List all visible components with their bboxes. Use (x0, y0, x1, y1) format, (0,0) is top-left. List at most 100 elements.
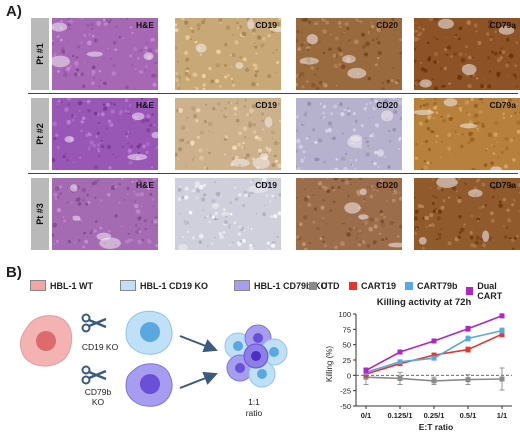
tissue-speck (341, 178, 345, 183)
tissue-speck (478, 206, 482, 210)
tissue-speck (183, 220, 188, 226)
tissue-speck (71, 119, 75, 122)
tile-pt2-cd79a: CD79a (414, 98, 520, 170)
tissue-speck (391, 198, 396, 203)
tissue-speck (454, 36, 457, 39)
row-label-text: Pt #2 (35, 123, 45, 145)
tissue-speck (177, 197, 182, 201)
tissue-speck (437, 61, 439, 63)
tissue-speck (72, 161, 75, 163)
tissue-speck (468, 131, 473, 137)
tissue-speck (151, 166, 154, 169)
tissue-speck (199, 155, 204, 161)
tissue-speck (78, 101, 83, 106)
tissue-speck (414, 59, 417, 63)
tissue-speck (52, 233, 55, 238)
tissue-speck (333, 104, 338, 109)
tissue-speck (498, 203, 503, 208)
tissue-speck (322, 104, 327, 109)
tissue-speck (473, 23, 478, 27)
tissue-speck (315, 86, 320, 90)
tissue-speck (381, 223, 387, 228)
tissue-speck (126, 110, 130, 114)
tissue-speck (211, 131, 214, 133)
tissue-lumen (127, 153, 148, 161)
tissue-speck (334, 245, 338, 249)
tissue-speck (496, 58, 502, 63)
tissue-speck (80, 41, 83, 44)
tissue-speck (181, 18, 185, 20)
tissue-image (414, 178, 520, 250)
tissue-speck (393, 190, 398, 195)
tissue-speck (383, 156, 386, 158)
tissue-speck (439, 205, 445, 211)
tissue-speck (336, 66, 338, 69)
tissue-speck (429, 213, 434, 218)
tissue-speck (134, 224, 138, 227)
tissue-speck (342, 132, 344, 135)
tissue-speck (383, 101, 388, 106)
tissue-speck (331, 186, 335, 190)
tissue-speck (435, 37, 438, 41)
tissue-speck (91, 34, 95, 38)
tissue-speck (308, 135, 311, 138)
tissue-speck (382, 19, 386, 23)
tissue-speck (118, 36, 122, 39)
tissue-speck (175, 28, 179, 33)
tissue-speck (185, 35, 190, 40)
tissue-speck (365, 140, 369, 144)
tissue-speck (296, 82, 298, 87)
stain-label: H&E (136, 20, 154, 30)
tissue-speck (147, 239, 152, 244)
tissue-speck (151, 113, 154, 116)
tissue-speck (255, 69, 259, 73)
tissue-speck (348, 178, 352, 181)
tissue-speck (398, 136, 402, 140)
tissue-lumen (72, 215, 81, 221)
tissue-speck (302, 242, 306, 247)
tissue-speck (267, 74, 272, 79)
tissue-speck (335, 84, 338, 87)
tissue-speck (296, 30, 300, 34)
tissue-speck (322, 29, 327, 34)
tissue-image (414, 98, 520, 170)
tissue-speck (341, 222, 344, 225)
tissue-speck (100, 141, 102, 143)
tissue-speck (472, 244, 477, 249)
tissue-speck (107, 229, 111, 233)
tissue-speck (93, 229, 97, 233)
tissue-speck (386, 79, 390, 84)
tissue-speck (337, 186, 341, 189)
tissue-speck (385, 200, 388, 202)
tissue-speck (252, 28, 256, 33)
tissue-speck (504, 99, 508, 103)
tissue-speck (62, 46, 65, 49)
tissue-speck (358, 178, 363, 180)
tissue-speck (463, 223, 466, 226)
tissue-speck (137, 57, 140, 60)
tissue-speck (376, 57, 380, 60)
tissue-speck (146, 114, 151, 119)
tissue-speck (154, 61, 157, 64)
tissue-speck (300, 121, 305, 127)
tissue-speck (236, 21, 239, 24)
tissue-speck (199, 53, 202, 57)
tissue-speck (144, 69, 147, 71)
tissue-speck (55, 239, 59, 243)
tissue-speck (365, 152, 370, 157)
tissue-speck (436, 216, 441, 221)
tissue-image (52, 18, 158, 90)
tissue-speck (379, 232, 382, 235)
tissue-speck (271, 163, 276, 167)
tissue-speck (506, 226, 509, 229)
tissue-speck (185, 76, 190, 81)
tissue-lumen (443, 98, 458, 107)
tissue-speck (184, 186, 189, 191)
tile-pt1-cd19: CD19 (175, 18, 281, 90)
tissue-speck (81, 116, 86, 120)
tissue-speck (491, 50, 494, 54)
tissue-speck (103, 50, 105, 52)
tissue-speck (361, 32, 365, 37)
tissue-speck (227, 226, 231, 229)
tissue-speck (500, 47, 503, 50)
